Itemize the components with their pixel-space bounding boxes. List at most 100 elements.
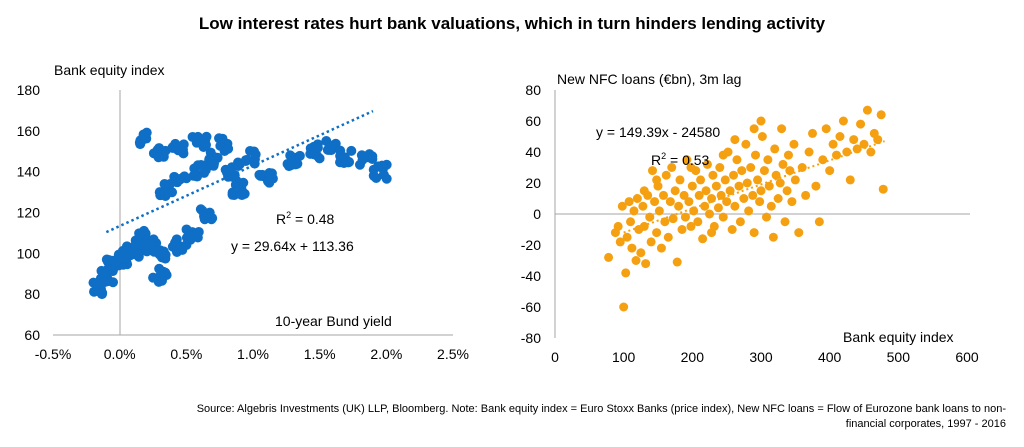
right-trendline [623,140,885,234]
right-data-point [790,175,800,185]
left-data-point [286,160,297,171]
left-data-point [192,171,203,182]
right-data-point [700,201,710,211]
left-y-tick-label: 180 [17,82,41,98]
right-data-point [766,201,776,211]
left-scatter-chart: -0.5% 0.0% 0.5% 1.0% 1.5% 2.0% 2.5% 60 80 100 120 1… [17,62,469,362]
right-data-point [615,237,625,247]
right-data-point [730,201,740,211]
left-data-point [156,275,167,286]
right-data-point [764,181,774,191]
right-data-point [825,166,835,176]
left-data-point [367,151,378,162]
right-data-point [744,206,754,216]
right-data-point [873,135,883,145]
right-scatter-chart: 0 100 200 300 400 500 600 -80 -60 -40 -20 0 20 40 60 80… [521,71,979,365]
right-x-axis-label: Bank equity index [843,329,954,345]
right-data-point [729,170,739,180]
left-data-point [354,159,365,170]
right-data-point [639,186,649,196]
left-data-point [102,264,113,275]
right-y-tick-label: -20 [521,237,541,253]
right-y-tick-label: 0 [533,206,541,222]
right-data-point [696,175,706,185]
left-data-point [346,145,357,156]
right-data-point [693,217,703,227]
left-data-point [217,133,228,144]
right-data-point [624,197,634,207]
right-data-point [715,163,725,172]
right-data-point [652,228,662,238]
right-data-point [749,228,759,238]
right-data-point [667,163,677,172]
left-data-point [266,168,277,179]
left-data-point [378,169,389,180]
left-data-point [167,187,178,198]
source-note-line-1: Source: Algebris Investments (UK) LLP, B… [196,403,1006,415]
right-data-point [622,232,632,242]
left-data-point [138,129,149,140]
right-data-point [742,178,752,188]
right-data-point [675,175,685,185]
right-y-tick-label: 20 [525,175,541,191]
right-data-point [808,128,817,138]
left-x-tick-label: -0.5% [35,346,72,362]
left-y-tick-label: 100 [17,245,41,261]
right-data-point [814,217,824,227]
right-data-point [794,228,804,238]
right-data-point [613,221,623,231]
right-data-point [650,197,660,207]
right-data-point [638,201,648,211]
right-data-point [756,116,766,126]
right-data-point [677,225,687,234]
right-x-tick-label: 500 [887,349,911,365]
right-data-point [718,150,728,160]
right-data-point [632,194,642,203]
source-note: Source: Algebris Investments (UK) LLP, B… [30,402,1006,432]
right-data-point [707,228,717,238]
left-x-tick-label: 1.5% [304,346,336,362]
right-x-tick-label: 200 [681,349,705,365]
right-data-point [849,135,859,145]
left-y-tick-label: 60 [24,327,40,343]
right-data-point [801,190,811,200]
left-data-point [176,241,187,252]
left-data-point [324,140,335,151]
right-data-point [686,221,696,231]
right-data-point [751,150,761,160]
left-data-point [368,170,379,181]
right-data-point [756,186,766,196]
right-y-tick-label: 80 [525,82,541,98]
right-x-tick-label: 400 [818,349,842,365]
right-data-point [604,252,614,262]
right-data-point [787,197,797,207]
right-equation-label: y = 149.39x - 24580 [596,124,720,140]
right-data-point [734,181,744,191]
left-data-point [264,177,275,188]
right-y-tick-label: 40 [525,144,541,160]
left-data-point [192,131,203,142]
right-r2-prefix: R [651,152,661,168]
right-x-tick-label: 300 [749,349,773,365]
right-data-point [711,181,721,191]
left-data-point [197,205,208,216]
right-data-point [641,259,651,269]
right-data-point [741,139,751,149]
right-data-point [876,110,886,120]
right-data-point [773,194,783,203]
right-data-point [654,206,664,216]
right-data-point [689,206,699,216]
right-data-point [838,116,848,126]
right-data-point [686,163,696,172]
right-y-axis-label: New NFC loans (€bn), 3m lag [557,71,741,87]
right-data-point [631,256,641,265]
right-data-point [761,212,771,222]
right-data-point [739,194,749,203]
left-y-tick-label: 120 [17,205,41,221]
left-data-point [148,272,159,283]
right-data-point [713,203,723,213]
right-data-point [672,257,682,267]
chart-title: Low interest rates hurt bank valuations,… [198,14,826,33]
right-y-tick-label: -60 [521,299,541,315]
right-y-tick-label: 60 [525,113,541,129]
